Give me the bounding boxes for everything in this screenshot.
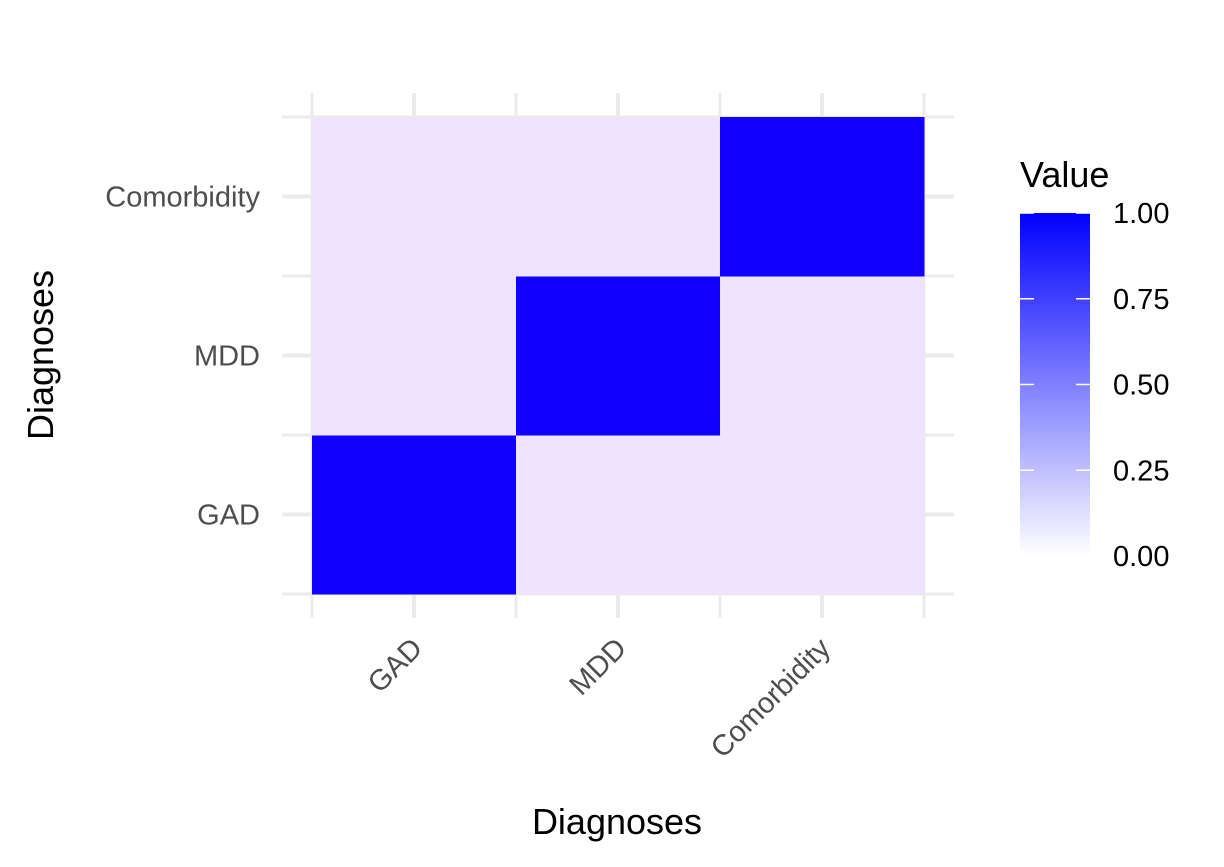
x-tick-labels: GAD MDD Comorbidity [362,632,837,764]
y-tick-label: MDD [194,341,260,373]
heatmap-tile-comorbidity-mdd [516,117,721,277]
heatmap-tile-mdd-mdd [516,276,721,436]
legend-label: 0.00 [1113,541,1169,573]
heatmap-tile-comorbidity-comorbidity [720,117,925,277]
heatmap-tile-mdd-comorbidity [720,276,925,436]
x-axis-title: Diagnoses [532,801,702,842]
legend-label: 0.75 [1113,284,1169,316]
legend-label: 1.00 [1113,198,1169,230]
heatmap-tile-gad-comorbidity [720,435,925,595]
y-tick-label: GAD [197,500,260,532]
legend-title: Value [1020,154,1109,195]
y-axis-title: Diagnoses [20,270,61,440]
x-tick-label: MDD [564,632,633,701]
x-tick-label: Comorbidity [705,632,837,764]
heatmap-tile-comorbidity-gad [312,117,517,277]
heatmap-tile-gad-gad [312,435,517,595]
legend-labels: 0.00 0.25 0.50 0.75 1.00 [1113,198,1169,573]
y-tick-labels: GAD MDD Comorbidity [105,182,260,532]
heatmap-tiles [312,117,925,595]
legend-ticks [1020,212,1090,557]
color-legend: Value 0.00 0.25 0.50 0.75 1.00 [1020,154,1169,573]
heatmap-tile-mdd-gad [312,276,517,436]
x-tick-label: GAD [362,632,429,699]
y-tick-label: Comorbidity [105,182,260,214]
legend-label: 0.25 [1113,455,1169,487]
legend-label: 0.50 [1113,370,1169,402]
heatmap-tile-gad-mdd [516,435,721,595]
